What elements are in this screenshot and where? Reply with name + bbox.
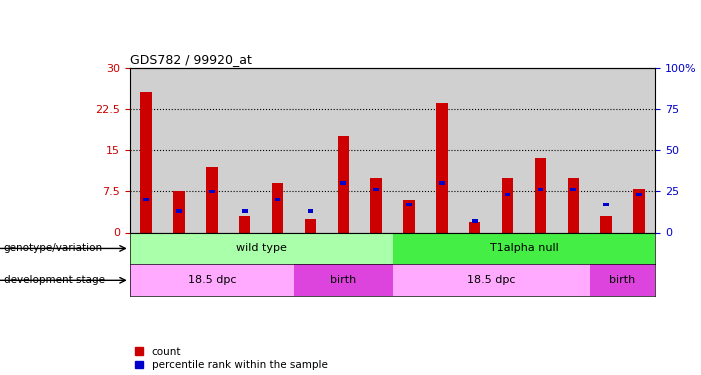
Bar (568, 177, 579, 232)
Bar (130, 232, 393, 264)
Bar (196, 68, 229, 232)
Bar (370, 177, 382, 232)
Bar (163, 68, 196, 232)
Text: GDS782 / 99920_at: GDS782 / 99920_at (130, 53, 252, 66)
Bar (426, 68, 458, 232)
Bar (393, 68, 426, 232)
Bar (308, 209, 313, 213)
Bar (393, 232, 655, 264)
Text: birth: birth (330, 275, 356, 285)
Text: genotype/variation: genotype/variation (4, 243, 102, 254)
Bar (140, 92, 152, 232)
Bar (590, 264, 655, 296)
Bar (229, 68, 261, 232)
Text: 18.5 dpc: 18.5 dpc (188, 275, 236, 285)
Bar (294, 264, 393, 296)
Legend: count, percentile rank within the sample: count, percentile rank within the sample (135, 346, 327, 370)
Bar (590, 68, 622, 232)
Bar (341, 182, 346, 184)
Bar (636, 193, 642, 196)
Bar (439, 182, 444, 184)
Bar (275, 198, 280, 201)
Bar (406, 203, 412, 206)
Text: wild type: wild type (236, 243, 287, 254)
Bar (604, 203, 609, 206)
Bar (239, 216, 250, 232)
Bar (206, 166, 217, 232)
Bar (538, 188, 543, 191)
Bar (535, 158, 546, 232)
Text: development stage: development stage (4, 275, 104, 285)
Bar (209, 190, 215, 193)
Bar (622, 68, 655, 232)
Bar (491, 68, 524, 232)
Bar (458, 68, 491, 232)
Bar (472, 219, 477, 223)
Bar (360, 68, 393, 232)
Bar (337, 136, 349, 232)
Bar (176, 209, 182, 213)
Bar (403, 200, 415, 232)
Bar (600, 216, 612, 232)
Bar (373, 188, 379, 191)
Text: birth: birth (609, 275, 636, 285)
Text: T1alpha null: T1alpha null (489, 243, 559, 254)
Bar (130, 264, 294, 296)
Bar (272, 183, 283, 232)
Bar (173, 191, 185, 232)
Bar (393, 264, 590, 296)
Bar (261, 68, 294, 232)
Bar (469, 222, 480, 232)
Bar (294, 68, 327, 232)
Bar (305, 219, 316, 232)
Bar (327, 68, 360, 232)
Bar (502, 177, 513, 232)
Bar (242, 209, 247, 213)
Bar (143, 198, 149, 201)
Bar (633, 189, 645, 232)
Bar (505, 193, 510, 196)
Bar (130, 68, 163, 232)
Bar (524, 68, 557, 232)
Bar (557, 68, 590, 232)
Text: 18.5 dpc: 18.5 dpc (467, 275, 515, 285)
Bar (571, 188, 576, 191)
Bar (436, 103, 448, 232)
